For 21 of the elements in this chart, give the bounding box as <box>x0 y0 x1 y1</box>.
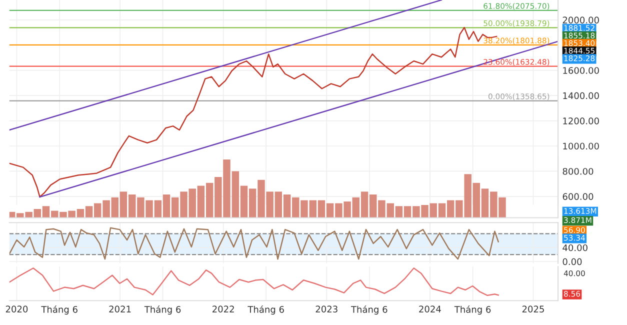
x-tick-label: 2024 <box>419 306 441 312</box>
y-tick-label: 1600.00 <box>563 67 599 74</box>
y-tick-label: 1200.00 <box>563 118 599 124</box>
x-tick-label: Tháng 6 <box>248 305 284 315</box>
y-tick-label: 2000.00 <box>562 16 599 24</box>
y-tick-label: 1400.00 <box>563 92 599 100</box>
x-tick-label: 2020 <box>6 306 28 312</box>
x-tick-label: 2025 <box>522 306 544 312</box>
y-tick-label: 600.00 <box>562 193 594 200</box>
y-tick-label: 800.00 <box>562 168 594 175</box>
y-tick-label: 1000.00 <box>563 142 599 150</box>
x-tick-label: Tháng 6 <box>454 305 491 315</box>
y-tick-label: 0.00 <box>562 258 582 266</box>
x-tick-label: 2023 <box>316 306 338 312</box>
x-tick-label: 2021 <box>109 306 131 312</box>
x-tick-label: 2022 <box>212 306 234 312</box>
x-tick-label: Tháng 6 <box>350 305 388 315</box>
y-tick-label: 40.00 <box>562 244 588 252</box>
x-tick-label: Tháng 6 <box>144 305 181 315</box>
line-series <box>9 227 499 260</box>
x-tick-label: Tháng 6 <box>41 305 78 315</box>
